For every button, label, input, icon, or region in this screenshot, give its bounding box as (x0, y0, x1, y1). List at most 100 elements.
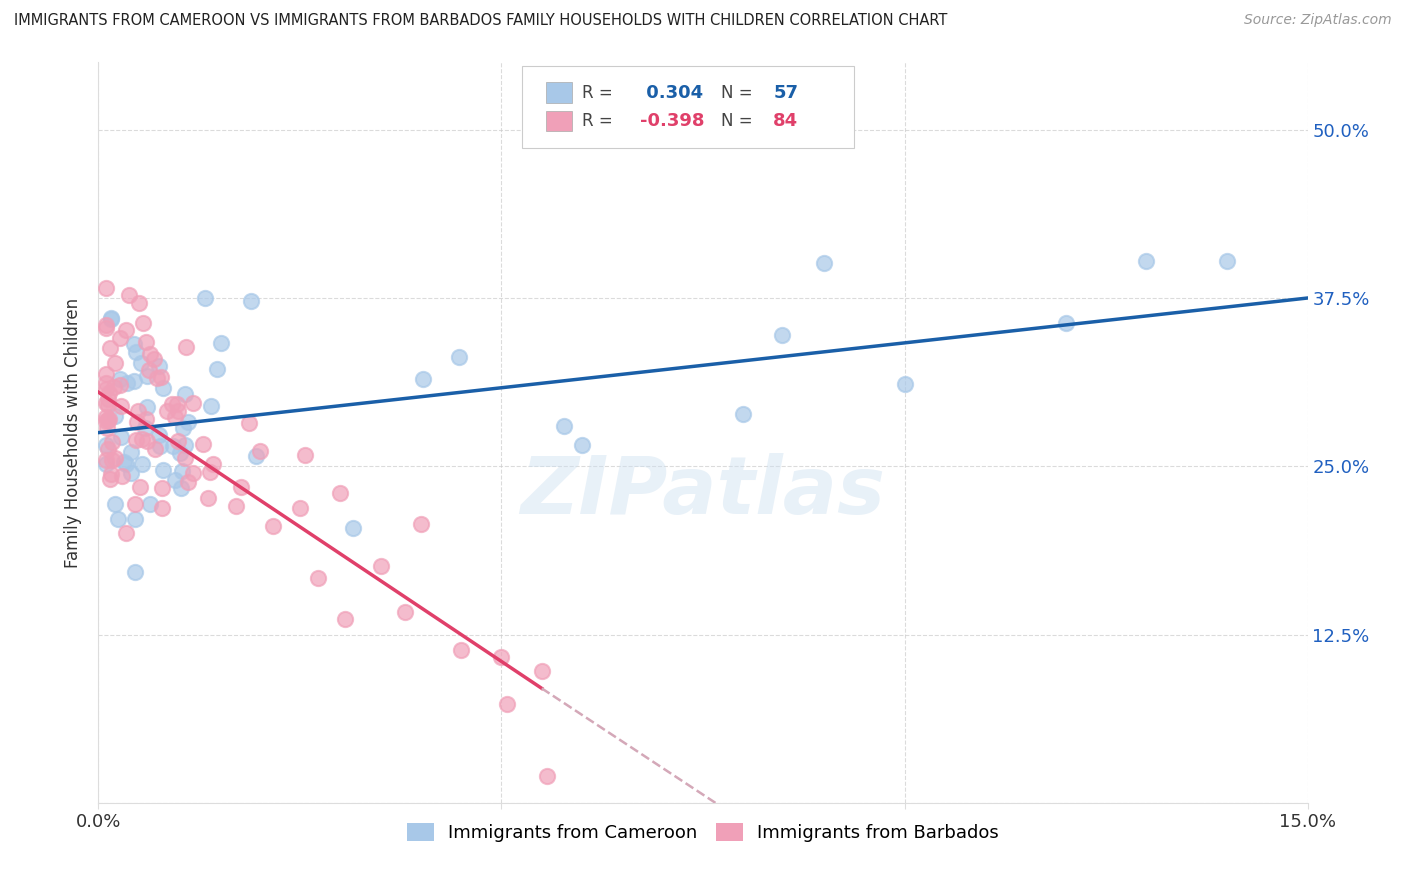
Point (172, 421, 194, 435)
Point (170, 481, 193, 495)
Text: N =: N = (721, 112, 758, 130)
Point (103, 380, 125, 394)
Point (150, 500, 173, 515)
Point (139, 497, 162, 511)
FancyBboxPatch shape (522, 66, 855, 147)
Y-axis label: Family Households with Children: Family Households with Children (65, 298, 83, 567)
Point (162, 397, 184, 411)
Point (107, 512, 129, 526)
Text: Source: ZipAtlas.com: Source: ZipAtlas.com (1244, 13, 1392, 28)
Point (162, 439, 184, 453)
Point (96, 376, 118, 391)
Point (96, 409, 118, 424)
Text: R =: R = (582, 84, 619, 102)
Point (104, 409, 127, 424)
Point (166, 397, 188, 411)
Point (173, 386, 195, 401)
Point (98, 341, 121, 355)
Point (129, 356, 152, 370)
Bar (546, 111, 572, 131)
Point (1216, 254, 1239, 268)
Point (100, 311, 122, 326)
Point (115, 525, 138, 540)
Point (96, 414, 118, 428)
Point (96, 453, 118, 467)
Point (122, 337, 145, 351)
Point (120, 444, 142, 458)
Point (97, 398, 120, 412)
Point (135, 335, 157, 350)
Point (169, 446, 191, 460)
Point (96, 321, 118, 335)
Point (173, 450, 195, 465)
Point (98, 412, 121, 426)
Point (294, 448, 316, 462)
Point (412, 372, 434, 386)
Point (136, 368, 159, 383)
Point (329, 485, 352, 500)
Point (112, 455, 135, 469)
Point (96, 281, 118, 295)
Point (394, 605, 416, 619)
Point (96, 318, 118, 332)
Point (138, 363, 160, 377)
Point (491, 650, 513, 665)
Point (131, 432, 153, 446)
Point (114, 458, 136, 472)
Point (108, 330, 131, 344)
Point (97, 442, 120, 457)
Point (124, 512, 146, 526)
Point (96, 458, 118, 472)
Point (173, 438, 195, 452)
Point (104, 497, 127, 511)
Point (118, 288, 141, 302)
Point (262, 518, 284, 533)
Bar (546, 82, 572, 103)
Point (124, 345, 146, 359)
Point (231, 480, 253, 494)
Text: R =: R = (582, 112, 619, 130)
Point (165, 409, 187, 424)
Point (370, 558, 392, 573)
Point (152, 462, 174, 476)
Point (132, 317, 155, 331)
Point (135, 412, 157, 426)
Point (149, 439, 172, 453)
Point (128, 296, 150, 310)
Point (101, 453, 124, 467)
Point (149, 370, 172, 384)
Point (238, 416, 260, 430)
Point (409, 516, 432, 531)
Point (152, 381, 174, 395)
Point (1054, 317, 1077, 331)
Point (150, 481, 173, 495)
Point (156, 404, 179, 418)
Point (536, 769, 558, 783)
Point (148, 427, 170, 442)
Point (450, 642, 472, 657)
Point (166, 434, 188, 448)
Point (97, 392, 120, 407)
Point (134, 421, 156, 435)
Text: N =: N = (721, 84, 758, 102)
Point (288, 501, 311, 516)
Point (111, 469, 134, 483)
Point (167, 404, 190, 418)
Point (495, 697, 517, 711)
Point (530, 664, 553, 678)
Point (733, 407, 755, 421)
Point (571, 438, 593, 452)
Point (98, 472, 121, 486)
Point (197, 491, 219, 506)
Point (205, 362, 228, 376)
Point (96, 438, 118, 452)
Point (333, 611, 356, 625)
Text: 0.304: 0.304 (640, 84, 703, 102)
Point (138, 347, 160, 361)
Text: 57: 57 (773, 84, 799, 102)
Point (145, 371, 167, 385)
Point (200, 465, 222, 479)
Text: ZIPatlas: ZIPatlas (520, 453, 886, 531)
Point (125, 433, 148, 447)
Point (449, 350, 471, 364)
